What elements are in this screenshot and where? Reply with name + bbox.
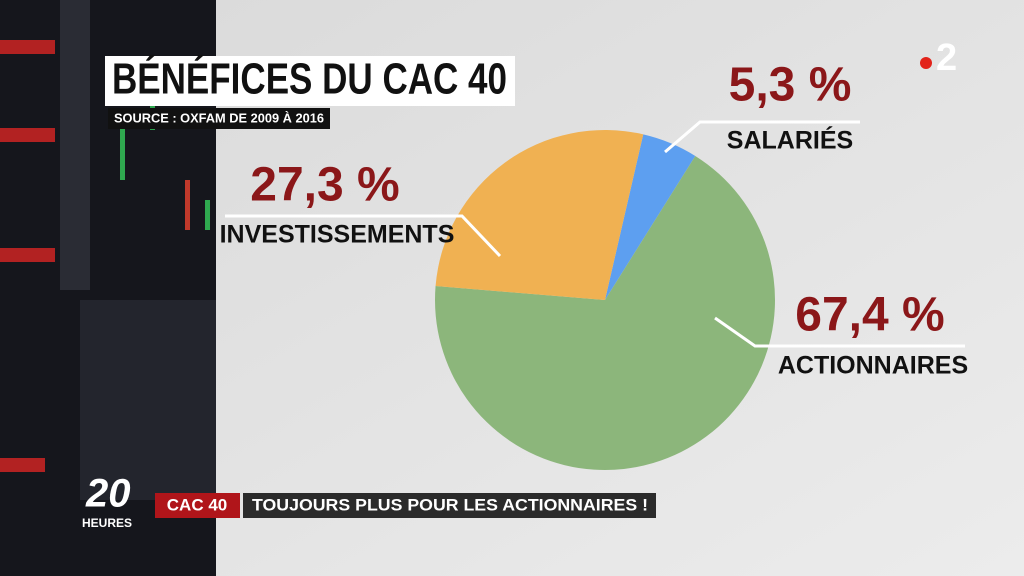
screen-window: [80, 300, 216, 500]
channel-logo: 2: [936, 37, 957, 79]
screen-row: [0, 128, 55, 142]
leader-line: [225, 214, 502, 258]
category-label: INVESTISSEMENTS: [220, 221, 455, 249]
subtitle-box: [108, 108, 330, 129]
screen-candle: [185, 180, 190, 230]
screen-candle: [205, 200, 210, 230]
leader-line: [714, 316, 965, 348]
pie-slice: [605, 134, 696, 300]
show-logo-sub: HEURES: [82, 516, 132, 530]
banner-headline: TOUJOURS PLUS POUR LES ACTIONNAIRES !: [252, 495, 648, 514]
logo-dot: [920, 57, 932, 69]
chart-subtitle: SOURCE : OXFAM DE 2009 À 2016: [114, 110, 324, 125]
category-label: ACTIONNAIRES: [778, 352, 968, 380]
banner-tag: CAC 40: [167, 495, 227, 514]
title-box: [105, 56, 515, 106]
value-label: 27,3 %: [250, 159, 399, 212]
value-label: 5,3 %: [729, 59, 852, 112]
value-label: 67,4 %: [795, 289, 944, 342]
pie-slice: [435, 155, 775, 470]
screen-row: [0, 248, 55, 262]
pie-slice: [435, 130, 644, 300]
show-logo: 20: [85, 472, 131, 516]
screen-toolbar: [60, 0, 90, 290]
screen-row: [0, 458, 45, 472]
chart-title: BÉNÉFICES DU CAC 40: [112, 54, 507, 104]
pie: 5,3 % SALARIÉS 67,4 % ACTIONNAIRES 27,3 % INV…: [220, 59, 968, 470]
leader-line: [664, 120, 860, 154]
category-label: SALARIÉS: [727, 126, 853, 155]
screen-row: [0, 40, 55, 54]
screen-candle: [120, 120, 125, 180]
tag-box: [155, 493, 240, 518]
headline-box: [243, 493, 656, 518]
